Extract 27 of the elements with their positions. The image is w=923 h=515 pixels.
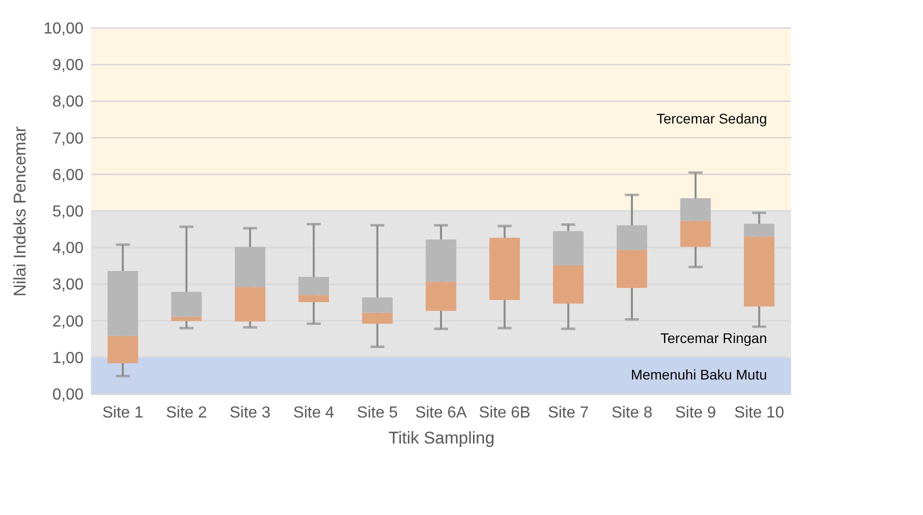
y-tick-label: 1,00 [52, 350, 84, 367]
y-tick-label: 4,00 [52, 240, 84, 258]
x-tick-label: Site 1 [102, 404, 144, 422]
x-tick-label: Site 8 [611, 404, 652, 422]
x-tick-label: Site 2 [166, 404, 208, 422]
y-axis-title: Nilai Indeks Pencemar [10, 126, 30, 297]
y-tick-label: 3,00 [52, 276, 84, 294]
y-tick-label: 9,00 [52, 57, 84, 74]
y-tick-label: 6,00 [52, 166, 84, 184]
y-tick-label: 8,00 [52, 94, 84, 111]
y-tick-label: 5,00 [52, 204, 84, 220]
band-label: Memenuhi Baku Mutu [630, 366, 767, 383]
y-tick-label: 2,00 [52, 313, 84, 330]
x-tick-label: Site 10 [734, 404, 784, 422]
x-tick-label: Site 7 [548, 404, 589, 422]
x-tick-label: Site 9 [675, 404, 716, 422]
band-label: Tercemar Sedang [656, 110, 767, 126]
y-tick-label: 10,00 [43, 20, 84, 38]
band-label: Tercemar Ringan [660, 330, 767, 346]
x-axis-title: Titik Sampling [388, 428, 495, 448]
y-tick-label: 0,00 [52, 386, 84, 404]
y-tick-label: 7,00 [52, 130, 84, 148]
x-tick-label: Site 3 [230, 404, 271, 422]
x-tick-label: Site 5 [356, 404, 398, 422]
x-tick-label: Site 4 [293, 404, 334, 422]
x-tick-label: Site 6A [415, 404, 468, 422]
x-tick-label: Site 6B [478, 404, 530, 422]
